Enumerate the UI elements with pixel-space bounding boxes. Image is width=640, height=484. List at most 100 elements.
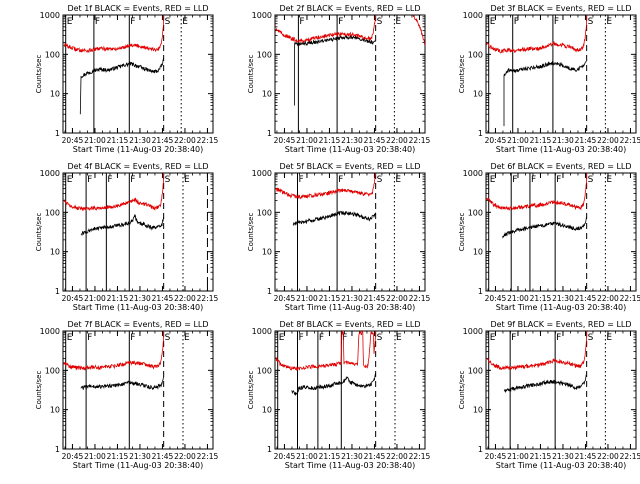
y-tick-label: 10	[50, 406, 60, 415]
x-tick-label: 21:15	[319, 294, 341, 303]
marker-label: F	[514, 17, 519, 27]
marker-label: S	[377, 17, 383, 27]
x-tick-label: 21:15	[530, 136, 552, 145]
y-tick-label: 10	[262, 90, 272, 99]
series-line-lld	[486, 330, 587, 371]
panel-det-9f: Det 9f BLACK = Events, RED = LLD 1 10 100 10…	[458, 320, 640, 470]
marker-label: F	[319, 333, 324, 343]
marker-label: E	[395, 17, 401, 27]
chart-title: Det 6f BLACK = Events, RED = LLD	[490, 162, 631, 171]
marker-label: S	[588, 17, 594, 27]
marker-label: F	[299, 17, 304, 27]
marker-label: F	[338, 17, 343, 27]
x-tick-label: 21:15	[319, 136, 341, 145]
marker-label: S	[588, 175, 594, 185]
x-tick-label: 22:15	[620, 294, 640, 303]
plot-frame	[274, 172, 426, 292]
series-line-lld	[63, 172, 164, 212]
x-tick-label: 21:30	[129, 294, 151, 303]
marker-label: F	[130, 333, 135, 343]
marker-label: E	[184, 333, 190, 343]
y-tick-label: 100	[257, 366, 272, 375]
y-tick-label: 100	[45, 366, 60, 375]
x-tick-label: 22:00	[386, 294, 408, 303]
y-tick-label: 1000	[463, 11, 483, 20]
x-axis-label: Start Time (11-Aug-03 20:38:40)	[496, 145, 627, 154]
x-tick-label: 21:15	[107, 294, 129, 303]
x-tick-label: 21:45	[152, 452, 174, 461]
x-tick-label: 21:45	[575, 294, 597, 303]
x-tick-label: 21:15	[530, 294, 552, 303]
x-tick-label: 21:30	[129, 136, 151, 145]
y-axis-label: Counts/sec	[458, 213, 466, 252]
plot-frame	[274, 14, 426, 134]
x-tick-label: 21:00	[296, 294, 318, 303]
plot-frame	[62, 172, 214, 292]
chart-title: Det 9f BLACK = Events, RED = LLD	[490, 320, 631, 329]
marker-label: F	[299, 333, 304, 343]
series-line-events	[80, 213, 164, 236]
y-tick-label: 1	[267, 445, 272, 454]
marker-label: E	[182, 17, 188, 27]
x-tick-label: 21:30	[341, 294, 363, 303]
marker-label: F	[556, 333, 561, 343]
marker-label: F	[130, 175, 135, 185]
marker-label: F	[511, 333, 516, 343]
marker-label: E	[395, 175, 401, 185]
marker-label: E	[490, 333, 496, 343]
marker-label: E	[279, 333, 285, 343]
chart-title: Det 3f BLACK = Events, RED = LLD	[490, 4, 631, 13]
x-tick-label: 22:15	[197, 136, 219, 145]
chart-title: Det 4f BLACK = Events, RED = LLD	[67, 162, 208, 171]
y-tick-label: 100	[468, 366, 483, 375]
y-tick-label: 100	[257, 208, 272, 217]
x-tick-label: 22:15	[197, 294, 219, 303]
marker-label: F	[554, 17, 559, 27]
chart-title: Det 7f BLACK = Events, RED = LLD	[67, 320, 208, 329]
x-tick-label: 21:00	[296, 136, 318, 145]
x-axis-label: Start Time (11-Aug-03 20:38:40)	[285, 145, 416, 154]
series-line-lld	[63, 330, 164, 371]
y-tick-label: 100	[468, 50, 483, 59]
marker-label: E	[606, 175, 612, 185]
plot-frame	[274, 330, 426, 450]
y-axis-label: Counts/sec	[458, 371, 466, 410]
y-tick-label: 1	[267, 129, 272, 138]
y-tick-label: 10	[262, 406, 272, 415]
marker-label: S	[588, 333, 594, 343]
x-tick-label: 21:45	[152, 136, 174, 145]
marker-label: S	[377, 333, 383, 343]
x-tick-label: 22:00	[597, 452, 619, 461]
chart-title: Det 5f BLACK = Events, RED = LLD	[279, 162, 420, 171]
x-tick-label: 21:45	[364, 294, 386, 303]
x-tick-label: 20:45	[62, 136, 84, 145]
panel-det-3f: Det 3f BLACK = Events, RED = LLD 1 10 100 10…	[458, 4, 640, 154]
marker-label: E	[67, 333, 73, 343]
series-line-events	[502, 217, 587, 239]
x-tick-label: 21:00	[296, 452, 318, 461]
x-tick-label: 22:15	[409, 136, 431, 145]
x-tick-label: 21:00	[84, 294, 106, 303]
x-tick-label: 21:00	[507, 294, 529, 303]
x-tick-label: 20:45	[274, 452, 296, 461]
x-tick-label: 21:15	[107, 136, 129, 145]
plot-frame	[485, 330, 637, 450]
series-line-events	[80, 376, 164, 390]
x-tick-label: 21:30	[552, 294, 574, 303]
x-tick-label: 20:45	[485, 452, 507, 461]
x-tick-label: 21:15	[530, 452, 552, 461]
panel-det-8f: Det 8f BLACK = Events, RED = LLD 1 10 100 10…	[247, 320, 430, 470]
y-tick-label: 1000	[252, 327, 272, 336]
panel-det-2f: Det 2f BLACK = Events, RED = LLD 1 10 100 10…	[247, 4, 430, 154]
y-tick-label: 10	[262, 248, 272, 257]
marker-label: S	[165, 17, 171, 27]
chart-title: Det 8f BLACK = Events, RED = LLD	[279, 320, 420, 329]
marker-label: F	[512, 175, 517, 185]
y-axis-label: Counts/sec	[35, 371, 43, 410]
y-axis-label: Counts/sec	[35, 55, 43, 94]
x-tick-label: 21:30	[129, 452, 151, 461]
y-axis-label: Counts/sec	[247, 371, 255, 410]
x-axis-label: Start Time (11-Aug-03 20:38:40)	[496, 303, 627, 312]
